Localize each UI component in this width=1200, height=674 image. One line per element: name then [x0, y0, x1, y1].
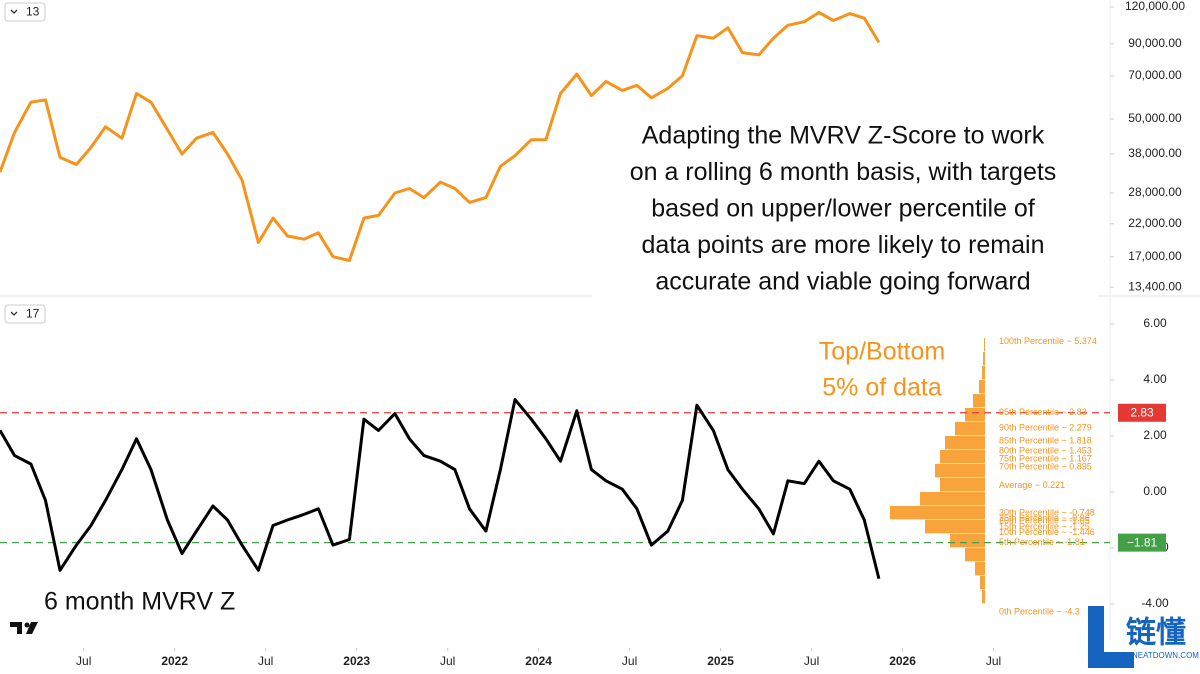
series-line — [0, 11, 881, 262]
histogram-bar — [950, 533, 985, 548]
threshold-badge — [1118, 403, 1166, 422]
y-tick-label: 28,000.00 — [1128, 185, 1182, 199]
histogram-bar — [973, 394, 985, 408]
x-tick-label: 2023 — [343, 654, 370, 668]
percentile-label: 85th Percentile ~ 1.818 — [999, 435, 1092, 445]
x-tick-label: Jul — [440, 654, 455, 668]
percentile-label: Average ~ 0.221 — [999, 480, 1065, 490]
threshold-label: 2.83 — [1130, 405, 1154, 419]
percentile-label: 0th Percentile ~ -4.3 — [999, 607, 1080, 617]
percentile-label: 5th Percentile ~ -1.81 — [999, 537, 1085, 547]
percentile-label: 75th Percentile ~ 1.167 — [999, 454, 1092, 464]
x-tick-label: 2024 — [525, 654, 552, 668]
threshold-badge — [1118, 533, 1166, 552]
percentile-label: 20th Percentile ~ -1.05 — [999, 516, 1090, 526]
histogram-bar — [984, 338, 985, 352]
percentile-label: 95th Percentile ~ 2.83 — [999, 407, 1087, 417]
histogram-bar — [965, 547, 985, 562]
percentile-label: 70th Percentile ~ 0.895 — [999, 461, 1092, 471]
tradingview-logo — [10, 622, 38, 634]
pane-label: 13 — [26, 5, 40, 19]
percentile-label: 10th Percentile ~ -1.446 — [999, 527, 1095, 537]
watermark-logo: 链懂 NEATDOWN.COM — [1088, 606, 1199, 668]
histogram-bar — [965, 408, 985, 422]
histogram-bar — [920, 491, 985, 506]
histogram-bar — [980, 575, 985, 590]
y-tick-label: 6.00 — [1143, 316, 1167, 330]
y-tick-label: 70,000.00 — [1128, 68, 1182, 82]
note-line: Top/Bottom — [819, 338, 945, 366]
x-tick-label: 2025 — [707, 654, 734, 668]
annotation-line: Adapting the MVRV Z-Score to work — [642, 122, 1045, 150]
histogram-bar — [890, 505, 985, 520]
percentile-label: 15th Percentile ~ -1.25 — [999, 521, 1090, 531]
annotation-line: on a rolling 6 month basis, with targets — [630, 158, 1057, 186]
pane-label: 17 — [26, 307, 40, 321]
x-tick-label: Jul — [622, 654, 637, 668]
histogram-bar — [945, 436, 985, 450]
y-tick-label: 38,000.00 — [1128, 146, 1182, 160]
y-tick-label: 120,000.00 — [1125, 0, 1185, 13]
percentile-label: 25th Percentile ~ -0.96 — [999, 513, 1090, 523]
histogram-bar — [925, 519, 985, 534]
logo-site: NEATDOWN.COM — [1132, 651, 1199, 660]
annotation-line: accurate and viable going forward — [655, 268, 1030, 296]
note-line: 5% of data — [822, 374, 942, 402]
percentile-label: 90th Percentile ~ 2.279 — [999, 423, 1092, 433]
logo-name: 链懂 — [1126, 616, 1186, 651]
x-tick-label: 2022 — [161, 654, 188, 668]
y-tick-label: 90,000.00 — [1128, 36, 1182, 50]
histogram-bar — [979, 380, 985, 394]
y-tick-label: 13,400.00 — [1128, 279, 1182, 293]
histogram-bar — [940, 477, 985, 492]
histogram-bar — [940, 449, 985, 464]
x-tick-label: 2026 — [889, 654, 916, 668]
histogram-bar — [955, 422, 985, 436]
annotation-line: data points are more likely to remain — [642, 231, 1045, 259]
histogram-bar — [935, 463, 985, 478]
percentile-label: 30th Percentile ~ -0.748 — [999, 507, 1095, 517]
y-tick-label: 2.00 — [1143, 428, 1167, 442]
y-tick-label: 50,000.00 — [1128, 111, 1182, 125]
y-tick-label: -4.00 — [1141, 596, 1169, 610]
y-tick-label: 4.00 — [1143, 372, 1167, 386]
x-tick-label: Jul — [986, 654, 1001, 668]
threshold-label: −1.81 — [1127, 535, 1158, 549]
y-tick-label: 22,000.00 — [1128, 216, 1182, 230]
x-tick-label: Jul — [76, 654, 91, 668]
y-tick-label: 0.00 — [1143, 484, 1167, 498]
pane-toggle[interactable]: 13 — [4, 2, 46, 22]
histogram-bar — [983, 352, 985, 366]
pane-toggle[interactable]: 17 — [4, 304, 46, 324]
annotation-line: based on upper/lower percentile of — [651, 195, 1035, 223]
annotation-background — [592, 112, 1098, 298]
percentile-label: 100th Percentile ~ 5.374 — [999, 336, 1097, 346]
series-line — [0, 398, 881, 580]
histogram-bar — [982, 366, 985, 380]
histogram-bar — [982, 589, 985, 604]
y-tick-label: 17,000.00 — [1128, 249, 1182, 263]
percentile-label: 80th Percentile ~ 1.453 — [999, 446, 1092, 456]
x-tick-label: Jul — [804, 654, 819, 668]
histogram-bar — [975, 561, 985, 576]
x-tick-label: Jul — [258, 654, 273, 668]
pane-title: 6 month MVRV Z — [44, 588, 235, 616]
